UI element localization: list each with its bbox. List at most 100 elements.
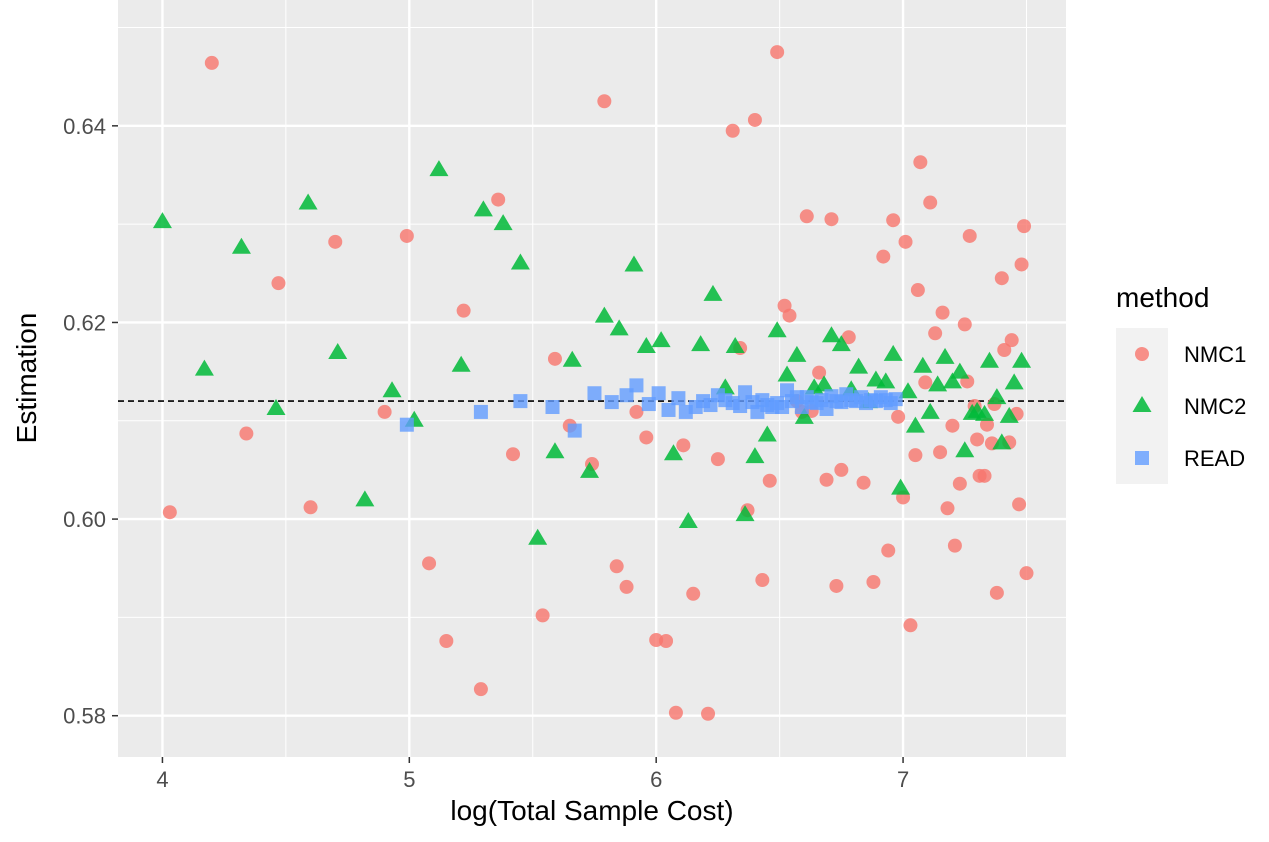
nmc2-point xyxy=(609,319,629,336)
nmc1-point xyxy=(377,404,392,419)
nmc1-point xyxy=(239,426,254,441)
nmc1-point xyxy=(755,573,770,588)
nmc2-point xyxy=(787,345,807,362)
nmc2-point xyxy=(913,356,933,373)
read-point xyxy=(733,399,748,414)
nmc2-point xyxy=(624,255,644,272)
nmc2-point xyxy=(955,441,975,458)
nmc2-point xyxy=(298,193,318,210)
nmc2-point xyxy=(920,402,940,419)
nmc2-point xyxy=(767,321,787,338)
nmc2-point xyxy=(231,237,251,254)
series-nmc2 xyxy=(152,160,1032,545)
nmc1-point xyxy=(962,228,977,243)
nmc2-point xyxy=(1012,351,1032,368)
nmc1-point xyxy=(923,195,938,210)
nmc2-point xyxy=(876,372,896,389)
legend-title: method xyxy=(1116,282,1209,313)
legend-label-nmc1: NMC1 xyxy=(1184,342,1246,367)
nmc1-point xyxy=(819,472,834,487)
nmc2-point xyxy=(883,344,903,361)
nmc2-point xyxy=(473,200,493,217)
nmc1-point xyxy=(933,445,948,460)
nmc1-point xyxy=(303,500,318,515)
nmc2-point xyxy=(942,372,962,389)
nmc1-point xyxy=(271,276,286,291)
nmc1-point xyxy=(204,55,219,70)
nmc1-point xyxy=(829,578,844,593)
nmc2-point xyxy=(725,337,745,354)
nmc2-point xyxy=(691,335,711,352)
nmc1-point xyxy=(328,234,343,249)
nmc1-point xyxy=(952,476,967,491)
nmc1-point xyxy=(422,556,437,571)
nmc1-point xyxy=(782,308,797,323)
legend-items: NMC1 NMC2 READ xyxy=(1132,342,1246,471)
read-point xyxy=(641,397,656,412)
nmc2-point xyxy=(935,347,955,364)
nmc2-point xyxy=(493,214,513,231)
nmc2-point xyxy=(757,425,777,442)
nmc2-point xyxy=(382,381,402,398)
nmc1-point xyxy=(891,409,906,424)
nmc1-point xyxy=(910,283,925,298)
nmc1-point xyxy=(928,326,943,341)
nmc1-point xyxy=(762,473,777,488)
nmc1-point xyxy=(977,468,992,483)
nmc2-point xyxy=(898,382,918,399)
nmc1-point xyxy=(676,438,691,453)
y-tick-label: 0.60 xyxy=(63,507,106,532)
read-point xyxy=(545,400,560,415)
nmc1-point xyxy=(725,123,740,138)
nmc1-point xyxy=(997,342,1012,357)
nmc2-point xyxy=(975,404,995,421)
nmc2-point xyxy=(429,160,449,177)
nmc1-point xyxy=(506,447,520,462)
nmc1-point xyxy=(989,585,1004,600)
series-read xyxy=(399,378,903,438)
nmc1-point xyxy=(841,330,856,345)
nmc1-point xyxy=(547,351,562,366)
nmc1-point xyxy=(770,45,785,60)
nmc1-point xyxy=(947,538,962,553)
x-tick-label: 5 xyxy=(403,767,415,792)
nmc1-point xyxy=(701,706,716,721)
nmc2-point xyxy=(928,375,948,392)
grid-lines xyxy=(118,0,1066,757)
read-point xyxy=(888,392,903,407)
nmc1-point xyxy=(876,249,891,264)
nmc2-point xyxy=(528,528,548,545)
y-tick-label: 0.64 xyxy=(63,114,106,139)
nmc2-point xyxy=(194,359,214,376)
read-point xyxy=(651,386,666,401)
read-point xyxy=(513,394,528,409)
nmc2-point xyxy=(663,444,683,461)
nmc1-point xyxy=(710,452,725,467)
nmc2-point xyxy=(999,406,1019,423)
nmc2-point xyxy=(703,284,723,301)
nmc1-point xyxy=(456,303,471,318)
nmc2-point xyxy=(950,362,970,379)
nmc1-point xyxy=(747,112,762,127)
nmc1-point xyxy=(799,209,814,224)
nmc1-point xyxy=(940,501,955,516)
nmc2-point xyxy=(979,351,999,368)
nmc2-point xyxy=(794,407,814,424)
nmc1-point xyxy=(903,618,918,633)
read-point xyxy=(629,378,644,393)
nmc1-point xyxy=(629,404,644,419)
nmc2-point xyxy=(745,447,765,464)
legend-key-nmc1 xyxy=(1135,347,1149,361)
nmc1-point xyxy=(162,505,177,520)
nmc2-point xyxy=(594,306,614,323)
nmc2-point xyxy=(821,326,841,343)
nmc1-point xyxy=(866,575,881,590)
axes: 4 5 6 7 0.58 0.60 0.62 0.64 xyxy=(63,114,909,792)
nmc1-point xyxy=(1017,219,1032,234)
legend-key-nmc2 xyxy=(1132,396,1152,412)
nmc2-point xyxy=(651,331,671,348)
nmc1-point xyxy=(886,213,901,228)
legend-key-read xyxy=(1135,451,1149,465)
nmc2-point xyxy=(1004,373,1024,390)
nmc2-point xyxy=(562,350,582,367)
